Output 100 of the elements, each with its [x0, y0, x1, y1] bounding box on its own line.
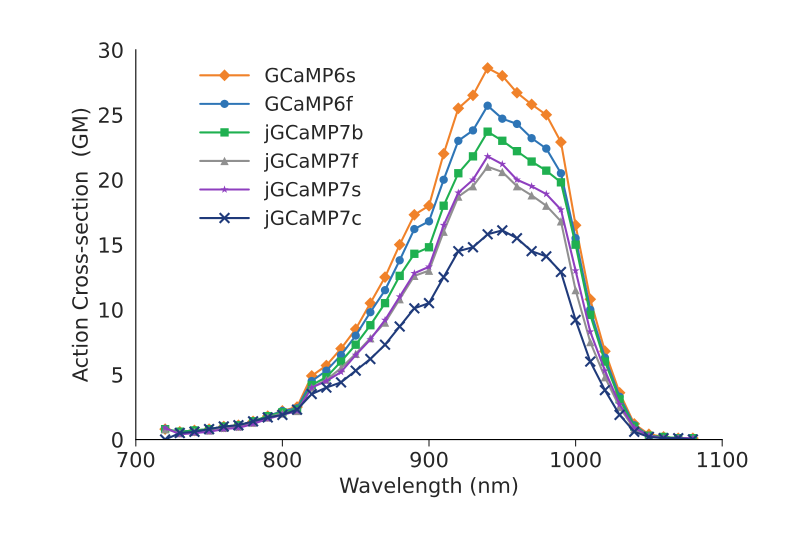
y-tick-label: 5 [112, 367, 122, 383]
point [469, 176, 477, 184]
legend-label: jGCaMP7c [264, 210, 361, 229]
point [628, 426, 640, 438]
point [555, 136, 567, 148]
point [424, 243, 434, 252]
point [540, 250, 552, 262]
point [438, 148, 450, 160]
point [555, 266, 567, 278]
y-tick-label: 15 [100, 237, 122, 253]
point [484, 152, 492, 160]
point [600, 373, 610, 382]
legend-label: jGCaMP7b [264, 124, 362, 144]
point [306, 388, 318, 400]
x-tick-label: 700 [118, 452, 154, 468]
point [423, 297, 435, 310]
point [482, 62, 494, 74]
point [511, 86, 523, 99]
point [396, 292, 404, 300]
point [452, 102, 464, 114]
point [452, 245, 464, 258]
point [498, 168, 506, 176]
point [511, 232, 523, 244]
point [366, 321, 375, 330]
point [438, 271, 450, 284]
point [572, 266, 580, 274]
point [467, 89, 479, 102]
point [526, 98, 538, 110]
x-axis-title: Wavelength (nm) [340, 477, 518, 498]
point [364, 297, 376, 310]
point [482, 228, 494, 240]
point [468, 126, 478, 135]
point [556, 205, 565, 213]
point [394, 320, 406, 332]
point [410, 224, 419, 234]
point [396, 256, 404, 264]
point [570, 314, 582, 326]
point [586, 328, 594, 336]
point [542, 144, 550, 153]
legend-label: jGCaMP7s [264, 182, 360, 200]
point [542, 166, 550, 175]
point [483, 162, 492, 171]
point [614, 408, 626, 421]
point [379, 271, 391, 284]
point [439, 202, 448, 210]
point [439, 176, 448, 184]
legend-label: GCaMP6f [265, 96, 354, 111]
point [586, 338, 594, 346]
point [468, 182, 478, 190]
point [527, 157, 536, 166]
y-tick-label: 0 [112, 432, 123, 448]
point [498, 160, 506, 168]
point [599, 384, 611, 396]
x-tick-label: 800 [264, 452, 301, 468]
point [454, 136, 462, 145]
y-tick-label: 30 [99, 42, 123, 58]
point [556, 178, 566, 187]
point [366, 308, 375, 316]
point [542, 202, 550, 210]
point [410, 250, 419, 258]
point [335, 376, 347, 388]
point [512, 182, 522, 190]
x-tick-label: 1000 [551, 452, 601, 468]
point [513, 176, 521, 184]
point [571, 286, 580, 294]
point [408, 208, 420, 221]
point [527, 134, 536, 142]
point [440, 221, 448, 229]
point [352, 340, 360, 349]
point [498, 136, 506, 145]
point [380, 286, 390, 294]
point [350, 364, 362, 377]
legend-label: jGCaMP7f [264, 152, 358, 172]
x-tick-label: 1100 [698, 452, 748, 468]
point [542, 190, 550, 198]
point [394, 238, 406, 251]
point [425, 262, 433, 270]
point [483, 128, 492, 136]
point [468, 152, 478, 161]
point [527, 191, 536, 200]
point [423, 200, 435, 212]
point [408, 302, 420, 314]
point [352, 331, 360, 340]
point [276, 408, 288, 421]
y-tick-label: 20 [99, 172, 123, 188]
point [424, 217, 434, 226]
point [320, 382, 332, 394]
point [556, 169, 566, 178]
point [364, 353, 376, 365]
x-tick-label: 900 [410, 452, 448, 468]
point [483, 102, 492, 110]
point [498, 114, 506, 123]
point [616, 400, 624, 408]
point [496, 70, 508, 82]
point [512, 146, 522, 156]
point [584, 356, 596, 368]
point [540, 108, 552, 121]
point [467, 241, 479, 254]
point [379, 338, 391, 351]
point [512, 120, 522, 128]
